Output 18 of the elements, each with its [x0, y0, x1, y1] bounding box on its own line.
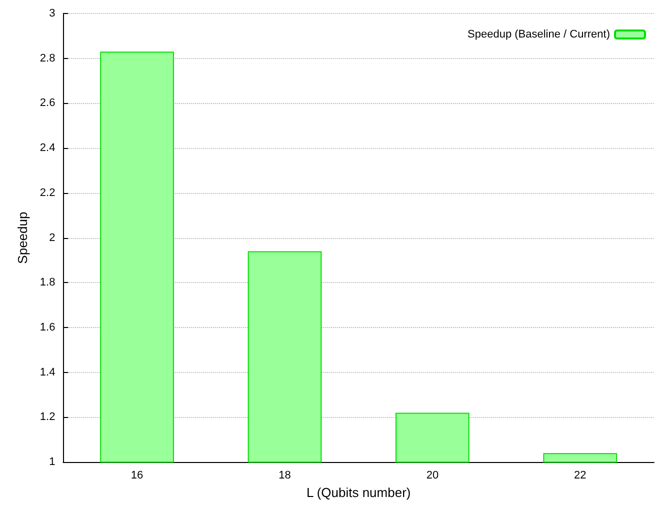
y-tick-label: 1.2	[40, 411, 56, 424]
y-axis-title: Speedup	[15, 212, 30, 264]
y-tick-label: 3	[49, 8, 56, 20]
x-tick-label: 16	[130, 470, 144, 482]
y-tick-label: 1	[49, 456, 56, 468]
y-tick-label: 2	[49, 232, 56, 244]
x-tick-label: 18	[278, 470, 291, 482]
y-tick-label: 1.4	[40, 366, 56, 378]
x-tick-label: 20	[426, 470, 439, 482]
y-tick-label: 2.8	[40, 52, 56, 64]
y-tick-label: 1.6	[40, 322, 56, 334]
legend-label: Speedup (Baseline / Current)	[468, 28, 610, 40]
x-axis-title: L (Qubits number)	[306, 485, 411, 500]
y-tick-label: 1.8	[40, 276, 56, 289]
y-tick-label: 2.4	[40, 142, 56, 154]
y-tick-label: 2.2	[40, 186, 56, 199]
y-tick-label: 2.6	[40, 97, 56, 110]
x-tick-label: 22	[574, 470, 586, 482]
